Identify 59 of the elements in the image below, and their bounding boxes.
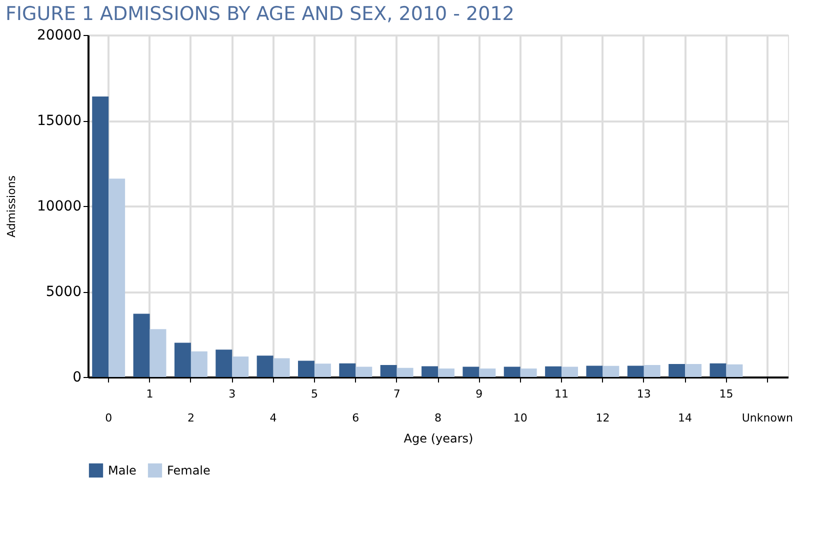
x-tick-label: 13	[636, 388, 651, 400]
y-tick-label: 5000	[46, 284, 82, 300]
x-tick-label: 7	[393, 388, 400, 400]
bar	[726, 364, 743, 377]
bar	[520, 368, 537, 377]
x-tick-label: 12	[596, 412, 610, 424]
bar	[668, 364, 686, 377]
x-tick-label: 10	[513, 412, 528, 424]
bar	[314, 364, 331, 377]
x-tick-label: 9	[476, 388, 483, 400]
bar	[644, 365, 660, 377]
legend-label: Female	[167, 463, 210, 478]
x-tick-label: 5	[310, 388, 318, 400]
bar	[422, 366, 438, 377]
bar	[150, 329, 166, 377]
bar	[396, 368, 414, 377]
bar	[710, 363, 726, 377]
bar	[602, 366, 620, 377]
x-tick-label: 8	[434, 412, 442, 424]
bar	[174, 342, 191, 377]
bar	[685, 364, 702, 377]
bar	[133, 314, 150, 377]
x-tick-label: 14	[678, 412, 692, 424]
legend-label: Male	[108, 463, 136, 478]
bar	[545, 366, 562, 377]
y-tick-label: 10000	[36, 198, 82, 214]
bar	[380, 365, 397, 377]
bar	[190, 351, 208, 377]
bar	[216, 350, 232, 377]
bar	[92, 96, 109, 377]
bar	[339, 363, 356, 377]
y-tick-label: 0	[72, 370, 82, 386]
chart-title: FIGURE 1 ADMISSIONS BY AGE AND SEX, 2010 - 2012	[5, 3, 514, 25]
y-axis-title: Admissions	[4, 175, 18, 238]
bar	[586, 366, 603, 377]
bar	[504, 366, 520, 377]
y-tick-label: 15000	[36, 113, 82, 129]
bar	[462, 366, 480, 377]
x-tick-label: 0	[105, 412, 112, 424]
x-axis-title: Age (years)	[404, 432, 474, 446]
bar	[232, 356, 249, 377]
bar	[562, 366, 578, 377]
bar	[273, 358, 290, 377]
y-tick-label: 20000	[36, 28, 82, 44]
x-tick-label: 4	[270, 412, 277, 424]
x-tick-label: Unknown	[742, 412, 793, 424]
x-tick-label: 1	[146, 388, 154, 400]
bar	[627, 366, 644, 377]
bar	[256, 356, 274, 377]
bar	[438, 368, 454, 377]
bar	[479, 368, 496, 377]
bar	[298, 360, 314, 377]
bar	[356, 366, 372, 377]
x-tick-label: 15	[719, 388, 734, 400]
x-tick-label: 3	[228, 388, 236, 400]
x-tick-label: 11	[554, 388, 569, 400]
x-tick-label: 2	[187, 412, 194, 424]
bar	[108, 178, 126, 377]
x-tick-label: 6	[352, 412, 360, 424]
